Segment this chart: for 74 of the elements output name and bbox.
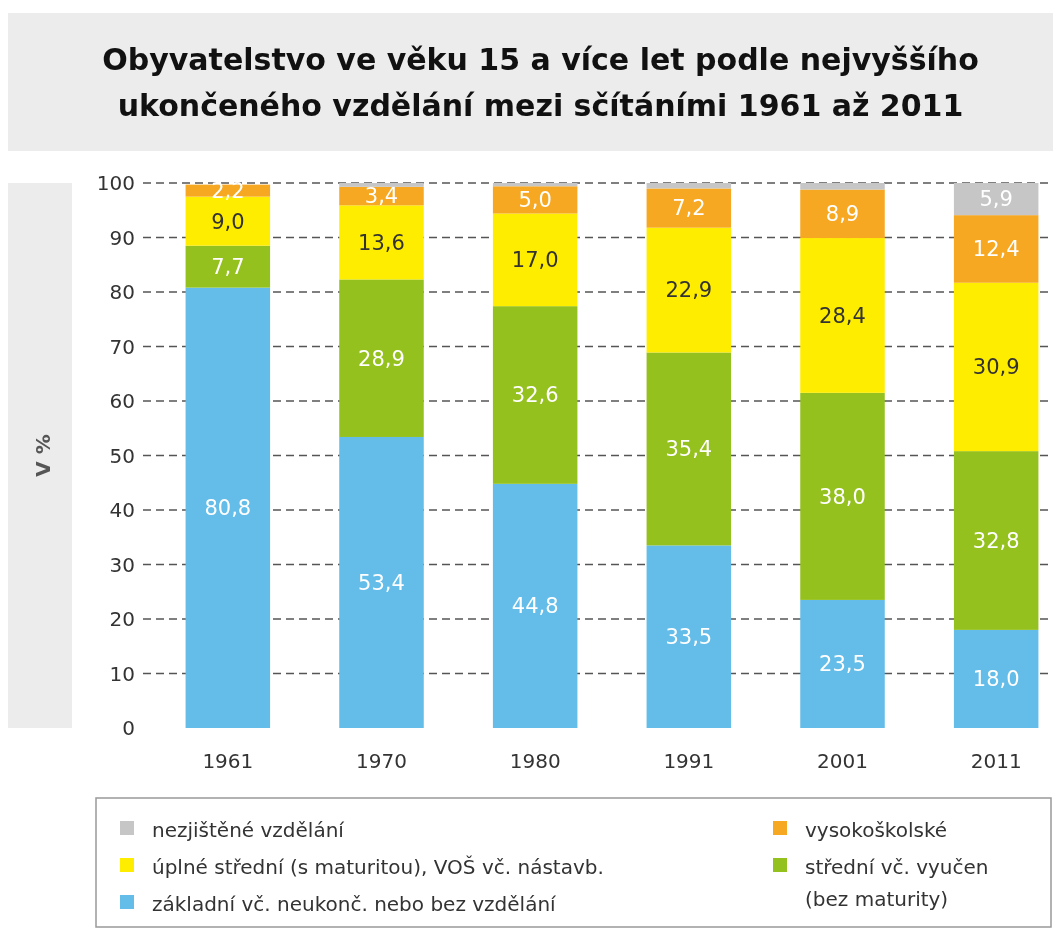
y-tick-label: 20 xyxy=(109,607,135,631)
data-label: 38,0 xyxy=(819,484,866,509)
bar xyxy=(492,183,578,187)
data-label: 32,8 xyxy=(972,528,1020,553)
y-tick-label: 10 xyxy=(109,661,135,686)
data-label: 12,4 xyxy=(972,237,1020,262)
data-label: 22,9 xyxy=(665,278,713,303)
data-label: 28,4 xyxy=(819,303,866,328)
bar xyxy=(800,392,885,600)
chart-title: Obyvatelstvo ve věku 15 a více let podle nejvyššího ukončeného vzdělání mezi sčítáními 1961 až 2011 xyxy=(102,42,979,123)
data-label: 7,2 xyxy=(672,196,706,221)
legend-label: nezjištěné vzdělání xyxy=(152,818,346,842)
bar xyxy=(185,287,271,728)
data-label: 17,0 xyxy=(511,248,559,273)
data-label: 18,0 xyxy=(972,667,1020,692)
y-tick-label: 80 xyxy=(109,280,135,304)
legend-label: základní vč. neukonč. nebo bez vzdělání xyxy=(152,892,558,916)
legend-label: střední vč. vyučen (bez maturity) xyxy=(805,855,989,911)
data-label: 30,9 xyxy=(972,355,1020,380)
y-tick-label: 0 xyxy=(122,716,135,740)
bar xyxy=(953,451,1039,630)
data-label: 13,6 xyxy=(358,230,405,255)
bar xyxy=(185,245,271,288)
data-label: 7,7 xyxy=(211,255,245,280)
y-tick-label: 60 xyxy=(109,389,135,413)
y-tick-label: 50 xyxy=(109,443,135,468)
y-tick-label: 40 xyxy=(109,498,135,522)
bar xyxy=(492,306,578,484)
bar xyxy=(339,205,424,280)
data-label: 28,9 xyxy=(358,346,405,371)
y-tick-label: 90 xyxy=(109,225,135,250)
bar xyxy=(953,183,1039,216)
data-label: 32,6 xyxy=(511,383,559,408)
bar xyxy=(953,629,1039,728)
data-label: 5,0 xyxy=(518,188,552,213)
bar xyxy=(492,483,578,728)
x-tick-label: 1980 xyxy=(509,749,561,773)
x-tick-label: 2011 xyxy=(970,749,1022,773)
bar xyxy=(800,238,885,393)
legend-label: úplné střední (s maturitou), VOŠ vč. nástavb. xyxy=(152,855,604,879)
y-tick-label: 100 xyxy=(96,171,135,195)
bar xyxy=(646,227,732,353)
data-label: 33,5 xyxy=(665,625,713,650)
data-label: 35,4 xyxy=(665,437,713,462)
bar xyxy=(646,352,732,546)
data-label: 80,8 xyxy=(204,496,252,521)
x-tick-label: 2001 xyxy=(817,749,868,773)
data-label: 5,9 xyxy=(979,187,1013,212)
bar xyxy=(646,545,732,728)
y-axis-title: V % xyxy=(31,434,55,477)
data-label: 44,8 xyxy=(511,594,559,619)
legend-label: vysokoškolské xyxy=(805,818,948,842)
x-tick-label: 1970 xyxy=(356,749,407,773)
x-tick-label: 1961 xyxy=(202,749,254,773)
bar xyxy=(339,436,424,728)
bar xyxy=(800,189,885,239)
bar xyxy=(800,183,885,190)
bar xyxy=(339,183,424,187)
data-label: 9,0 xyxy=(211,209,245,234)
bar xyxy=(800,599,885,728)
x-tick-label: 1991 xyxy=(663,749,715,773)
y-tick-label: 70 xyxy=(109,334,135,359)
bar xyxy=(646,183,732,189)
bar xyxy=(492,186,578,214)
bar xyxy=(492,213,578,307)
data-label: 53,4 xyxy=(358,570,405,595)
data-label: 23,5 xyxy=(819,652,866,677)
bar xyxy=(339,279,424,437)
data-label: 8,9 xyxy=(825,202,860,227)
bar xyxy=(953,215,1039,283)
y-tick-label: 30 xyxy=(109,552,135,577)
bar xyxy=(646,188,732,228)
bar xyxy=(953,282,1039,452)
data-label: 3,4 xyxy=(364,184,399,209)
